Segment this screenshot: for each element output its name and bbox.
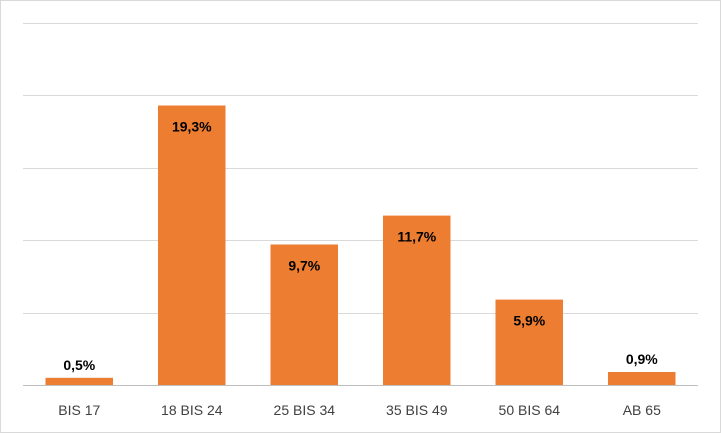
- bar-18-bis-24: [158, 106, 226, 386]
- data-labels: 0,5% 19,3% 9,7% 11,7% 5,9% 0,9%: [63, 119, 658, 373]
- x-tick-label: BIS 17: [58, 402, 100, 418]
- x-tick-label: 25 BIS 34: [274, 402, 336, 418]
- gridlines: [23, 24, 698, 386]
- data-label: 11,7%: [397, 229, 436, 245]
- x-tick-label: 50 BIS 64: [499, 402, 561, 418]
- x-tick-label: 35 BIS 49: [386, 402, 448, 418]
- data-label: 0,9%: [626, 351, 658, 367]
- data-label: 19,3%: [172, 119, 212, 135]
- bars: [46, 106, 676, 386]
- bar-bis-17: [46, 378, 114, 385]
- bar-ab-65: [608, 372, 676, 385]
- data-label: 0,5%: [63, 357, 95, 373]
- data-label: 9,7%: [288, 258, 320, 274]
- x-tick-label: AB 65: [623, 402, 661, 418]
- x-tick-labels: BIS 17 18 BIS 24 25 BIS 34 35 BIS 49 50 BIS …: [58, 402, 661, 418]
- x-tick-label: 18 BIS 24: [161, 402, 223, 418]
- data-label: 5,9%: [513, 313, 545, 329]
